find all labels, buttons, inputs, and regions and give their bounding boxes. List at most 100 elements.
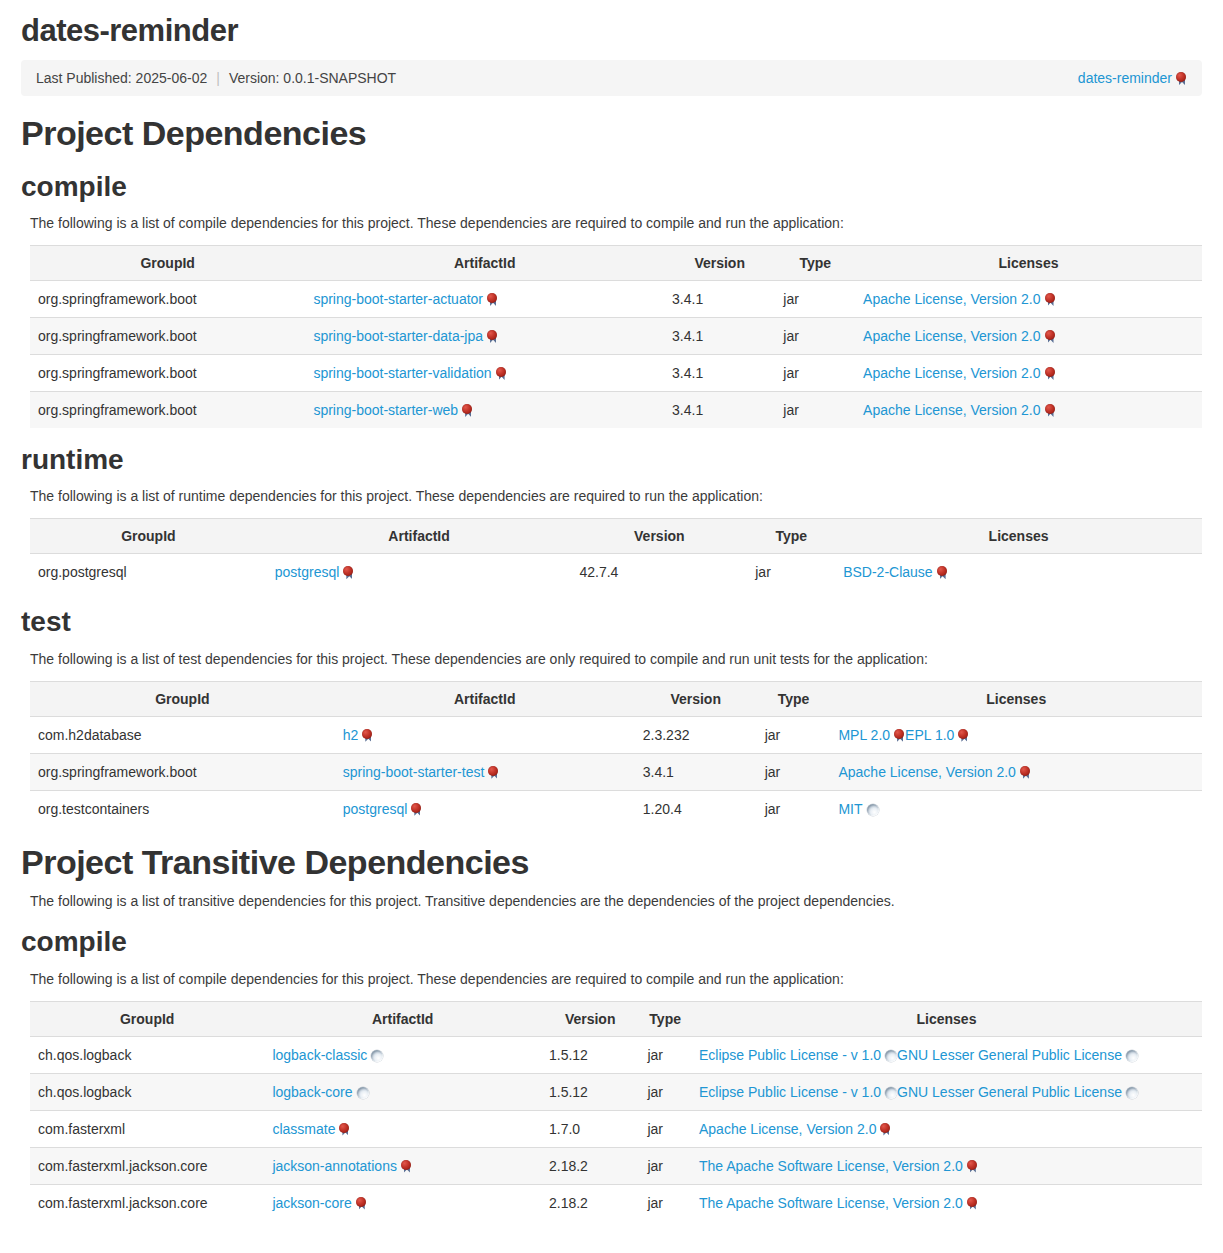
artifact-link[interactable]: spring-boot-starter-test bbox=[343, 764, 500, 780]
subsection-title-test: test bbox=[21, 604, 1202, 640]
col-header-type: Type bbox=[747, 519, 835, 554]
artifact-link[interactable]: logback-classic bbox=[272, 1047, 383, 1063]
artifact-link[interactable]: spring-boot-starter-data-jpa bbox=[313, 328, 498, 344]
artifactid-cell: postgresql bbox=[267, 554, 572, 591]
groupid-cell: org.springframework.boot bbox=[30, 354, 305, 391]
table-row: com.fasterxml.jackson.core jackson-core … bbox=[30, 1184, 1202, 1221]
license-link[interactable]: Apache License, Version 2.0 bbox=[863, 365, 1055, 381]
version-cell: 2.18.2 bbox=[541, 1184, 639, 1221]
license-link[interactable]: GNU Lesser General Public License bbox=[897, 1047, 1138, 1063]
groupid-cell: com.fasterxml bbox=[30, 1110, 264, 1147]
seal-icon bbox=[343, 566, 354, 579]
test-intro-text: The following is a list of test dependen… bbox=[30, 651, 1202, 668]
artifactid-cell: h2 bbox=[335, 716, 635, 753]
license-link[interactable]: Apache License, Version 2.0 bbox=[699, 1121, 891, 1137]
licenses-cell: MIT bbox=[830, 790, 1202, 827]
col-header-version: Version bbox=[571, 519, 747, 554]
artifact-link[interactable]: logback-core bbox=[272, 1084, 368, 1100]
license-link[interactable]: BSD-2-Clause bbox=[843, 564, 947, 580]
license-link[interactable]: The Apache Software License, Version 2.0 bbox=[699, 1158, 978, 1174]
version-cell: 1.7.0 bbox=[541, 1110, 639, 1147]
licenses-cell: Apache License, Version 2.0 bbox=[855, 317, 1202, 354]
type-cell: jar bbox=[775, 280, 855, 317]
col-header-licenses: Licenses bbox=[830, 681, 1202, 716]
artifactid-cell: logback-classic bbox=[264, 1036, 541, 1073]
page-title: dates-reminder bbox=[21, 13, 1202, 49]
seal-icon bbox=[462, 404, 473, 417]
artifactid-cell: spring-boot-starter-test bbox=[335, 753, 635, 790]
col-header-version: Version bbox=[541, 1001, 639, 1036]
banner-right: dates-reminder bbox=[1078, 70, 1187, 86]
artifactid-cell: spring-boot-starter-actuator bbox=[305, 280, 664, 317]
artifact-link[interactable]: spring-boot-starter-web bbox=[313, 402, 473, 418]
version-cell: 2.18.2 bbox=[541, 1147, 639, 1184]
transitive-compile-dependencies-table: GroupId ArtifactId Version Type Licenses… bbox=[30, 1001, 1202, 1221]
license-link[interactable]: GNU Lesser General Public License bbox=[897, 1084, 1138, 1100]
license-link[interactable]: Apache License, Version 2.0 bbox=[863, 328, 1055, 344]
type-cell: jar bbox=[747, 554, 835, 591]
license-link[interactable]: The Apache Software License, Version 2.0 bbox=[699, 1195, 978, 1211]
artifact-link[interactable]: postgresql bbox=[343, 801, 423, 817]
table-row: ch.qos.logback logback-classic 1.5.12 ja… bbox=[30, 1036, 1202, 1073]
artifact-link[interactable]: h2 bbox=[343, 727, 374, 743]
version-label: Version: 0.0.1-SNAPSHOT bbox=[229, 70, 396, 86]
license-link[interactable]: MPL 2.0 bbox=[838, 727, 905, 743]
seal-icon bbox=[362, 729, 373, 742]
seal-icon bbox=[958, 729, 969, 742]
seal-icon bbox=[1045, 330, 1056, 343]
artifact-link[interactable]: spring-boot-starter-actuator bbox=[313, 291, 498, 307]
col-header-type: Type bbox=[775, 245, 855, 280]
artifact-link[interactable]: jackson-annotations bbox=[272, 1158, 412, 1174]
subsection-title-compile: compile bbox=[21, 169, 1202, 205]
artifact-link[interactable]: jackson-core bbox=[272, 1195, 366, 1211]
license-link[interactable]: Apache License, Version 2.0 bbox=[863, 402, 1055, 418]
seal-icon bbox=[1045, 367, 1056, 380]
table-row: com.fasterxml.jackson.core jackson-annot… bbox=[30, 1147, 1202, 1184]
artifact-link[interactable]: spring-boot-starter-validation bbox=[313, 365, 506, 381]
artifactid-cell: logback-core bbox=[264, 1073, 541, 1110]
artifact-link[interactable]: postgresql bbox=[275, 564, 355, 580]
groupid-cell: org.springframework.boot bbox=[30, 391, 305, 428]
license-link[interactable]: Eclipse Public License - v 1.0 bbox=[699, 1047, 897, 1063]
runtime-dependencies-table: GroupId ArtifactId Version Type Licenses… bbox=[30, 518, 1202, 590]
table-row: org.springframework.boot spring-boot-sta… bbox=[30, 354, 1202, 391]
license-link[interactable]: Apache License, Version 2.0 bbox=[863, 291, 1055, 307]
col-header-licenses: Licenses bbox=[855, 245, 1202, 280]
license-link[interactable]: Apache License, Version 2.0 bbox=[838, 764, 1030, 780]
artifact-link[interactable]: classmate bbox=[272, 1121, 350, 1137]
type-cell: jar bbox=[639, 1184, 691, 1221]
table-header-row: GroupId ArtifactId Version Type Licenses bbox=[30, 1001, 1202, 1036]
table-row: ch.qos.logback logback-core 1.5.12 jar E… bbox=[30, 1073, 1202, 1110]
artifactid-cell: spring-boot-starter-web bbox=[305, 391, 664, 428]
col-header-artifactid: ArtifactId bbox=[305, 245, 664, 280]
groupid-cell: com.h2database bbox=[30, 716, 335, 753]
section-title-project-dependencies: Project Dependencies bbox=[21, 112, 1202, 155]
col-header-licenses: Licenses bbox=[835, 519, 1202, 554]
type-cell: jar bbox=[775, 354, 855, 391]
seal-icon bbox=[1176, 72, 1187, 85]
table-header-row: GroupId ArtifactId Version Type Licenses bbox=[30, 245, 1202, 280]
globe-icon bbox=[885, 1050, 897, 1062]
project-home-link[interactable]: dates-reminder bbox=[1078, 70, 1187, 86]
seal-icon bbox=[880, 1123, 891, 1136]
compile-dependencies-table: GroupId ArtifactId Version Type Licenses… bbox=[30, 245, 1202, 428]
version-cell: 3.4.1 bbox=[635, 753, 757, 790]
artifactid-cell: postgresql bbox=[335, 790, 635, 827]
licenses-cell: Eclipse Public License - v 1.0GNU Lesser… bbox=[691, 1073, 1202, 1110]
license-link[interactable]: EPL 1.0 bbox=[905, 727, 969, 743]
seal-icon bbox=[496, 367, 507, 380]
seal-icon bbox=[411, 803, 422, 816]
groupid-cell: com.fasterxml.jackson.core bbox=[30, 1147, 264, 1184]
col-header-groupid: GroupId bbox=[30, 245, 305, 280]
licenses-cell: Apache License, Version 2.0 bbox=[691, 1110, 1202, 1147]
table-row: org.testcontainers postgresql 1.20.4 jar… bbox=[30, 790, 1202, 827]
license-link[interactable]: MIT bbox=[838, 801, 878, 817]
version-cell: 42.7.4 bbox=[571, 554, 747, 591]
licenses-cell: Apache License, Version 2.0 bbox=[855, 391, 1202, 428]
transitive-intro-text: The following is a list of transitive de… bbox=[30, 893, 1202, 910]
globe-icon bbox=[1126, 1087, 1138, 1099]
license-link[interactable]: Eclipse Public License - v 1.0 bbox=[699, 1084, 897, 1100]
table-row: com.h2database h2 2.3.232 jar MPL 2.0EPL… bbox=[30, 716, 1202, 753]
col-header-groupid: GroupId bbox=[30, 681, 335, 716]
licenses-cell: The Apache Software License, Version 2.0 bbox=[691, 1184, 1202, 1221]
